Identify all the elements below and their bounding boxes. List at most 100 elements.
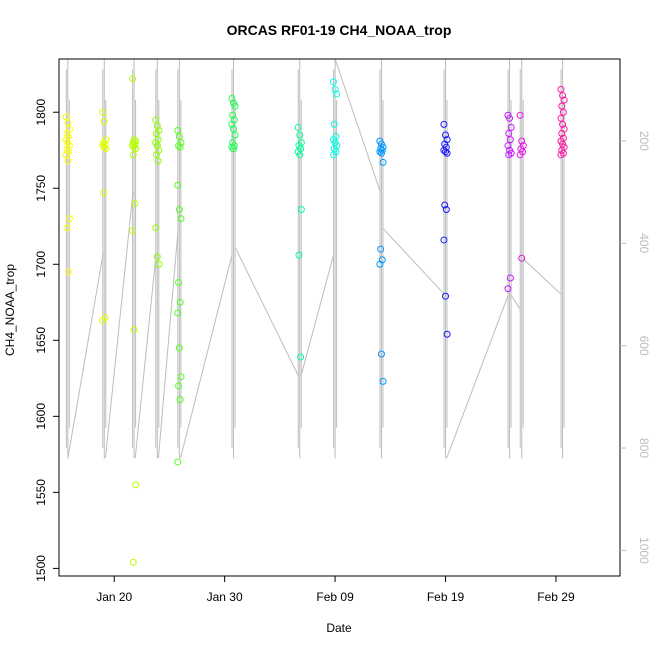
- transit-segment: [134, 253, 157, 459]
- data-point: [518, 137, 526, 145]
- data-point: [558, 130, 566, 138]
- transit-segment: [446, 294, 509, 459]
- x-axis-label: Date: [326, 621, 352, 635]
- data-point: [443, 149, 451, 157]
- x-tick-label: Feb 19: [427, 590, 465, 604]
- y-tick-label: 1550: [34, 479, 48, 506]
- data-point: [130, 326, 138, 334]
- data-point: [331, 85, 339, 93]
- data-point: [377, 149, 385, 157]
- data-point: [99, 189, 107, 197]
- data-point: [440, 120, 448, 128]
- x-axis: Jan 20 Jan 30 Feb 09 Feb 19 Feb 29: [96, 576, 575, 604]
- data-point: [559, 108, 567, 116]
- data-point: [442, 292, 450, 300]
- data-point: [329, 151, 337, 159]
- y-axis-label: CH4_NOAA_trop: [3, 264, 17, 356]
- data-point: [175, 142, 183, 150]
- data-point: [175, 344, 183, 352]
- data-point: [518, 254, 526, 262]
- data-point: [99, 317, 107, 325]
- data-point: [152, 224, 160, 232]
- x-tick-label: Feb 09: [316, 590, 354, 604]
- data-point: [64, 157, 72, 165]
- data-point: [376, 148, 384, 156]
- data-point: [557, 151, 565, 159]
- data-point: [442, 131, 450, 139]
- data-point: [131, 199, 139, 207]
- data-point: [329, 78, 337, 86]
- data-point: [175, 206, 183, 214]
- chart-title: ORCAS RF01-19 CH4_NOAA_trop: [227, 22, 452, 38]
- data-point: [129, 151, 137, 159]
- data-point: [443, 330, 451, 338]
- right-tick-label: 400: [637, 233, 650, 253]
- data-point: [229, 111, 237, 119]
- data-point: [294, 123, 302, 131]
- data-point: [379, 377, 387, 385]
- data-point: [100, 143, 108, 151]
- plot-frame: [58, 58, 621, 577]
- data-point: [153, 142, 161, 150]
- data-point: [175, 279, 183, 287]
- data-point: [154, 157, 162, 165]
- data-point: [177, 215, 185, 223]
- data-point: [228, 143, 236, 151]
- data-point: [132, 145, 140, 153]
- data-point: [505, 151, 513, 159]
- y-tick-label: 1750: [34, 175, 48, 202]
- x-tick-label: Jan 20: [96, 590, 132, 604]
- y-tick-label: 1650: [34, 327, 48, 354]
- right-tick-label: 600: [637, 336, 650, 356]
- data-point: [296, 151, 304, 159]
- data-point: [333, 90, 341, 98]
- data-point: [130, 143, 138, 151]
- data-point: [231, 102, 239, 110]
- y-tick-label: 1600: [34, 403, 48, 430]
- data-point: [296, 131, 304, 139]
- transit-segment: [179, 253, 233, 459]
- data-point: [176, 143, 184, 151]
- y-axis: 1500 1550 1600 1650 1700 1750 1800: [34, 99, 59, 582]
- data-point: [507, 123, 515, 131]
- data-point: [504, 142, 512, 150]
- data-point: [228, 120, 236, 128]
- right-tick-label: 1000: [637, 537, 650, 564]
- x-tick-label: Jan 30: [207, 590, 243, 604]
- data-point: [506, 274, 514, 282]
- data-point: [132, 481, 140, 489]
- data-point: [175, 382, 183, 390]
- data-point: [441, 201, 449, 209]
- data-point: [176, 298, 184, 306]
- transit-segment: [510, 294, 522, 311]
- data-point: [155, 260, 163, 268]
- transit-segment: [382, 227, 445, 295]
- data-points: [62, 75, 568, 566]
- y-tick-label: 1700: [34, 251, 48, 278]
- data-point: [102, 145, 110, 153]
- right-tick-label: 800: [637, 438, 650, 458]
- data-point: [65, 215, 73, 223]
- transit-segment: [157, 227, 179, 459]
- data-point: [442, 148, 450, 156]
- transit-segment: [67, 253, 104, 459]
- data-point: [176, 396, 184, 404]
- data-point: [559, 120, 567, 128]
- data-point: [128, 75, 136, 83]
- data-point: [560, 96, 568, 104]
- data-point: [330, 120, 338, 128]
- data-point: [559, 91, 567, 99]
- data-point: [228, 95, 236, 103]
- data-point: [153, 253, 161, 261]
- data-point: [442, 206, 450, 214]
- transit-segment: [235, 248, 300, 377]
- data-point: [295, 251, 303, 259]
- data-point: [377, 350, 385, 358]
- data-point: [99, 139, 107, 147]
- data-point: [297, 206, 305, 214]
- x-tick-label: Feb 29: [537, 590, 575, 604]
- y-tick-label: 1800: [34, 99, 48, 126]
- transit-segment: [522, 258, 562, 295]
- data-point: [63, 224, 71, 232]
